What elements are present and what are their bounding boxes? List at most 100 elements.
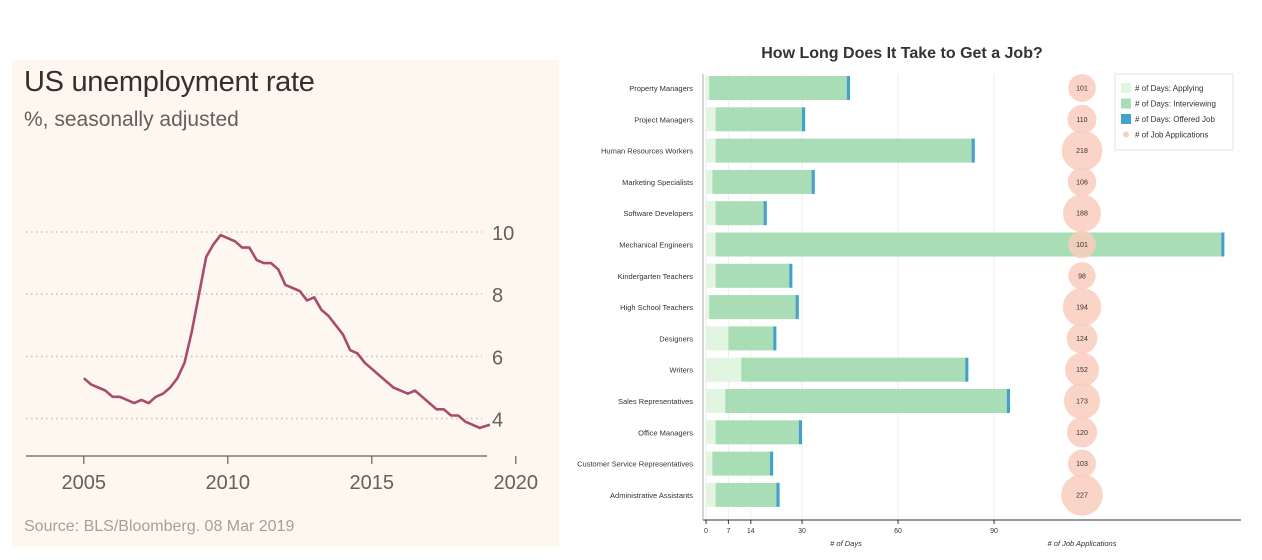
- legend-label: # of Days: Offered Job: [1135, 115, 1215, 124]
- applications-label: 106: [1076, 179, 1088, 186]
- category-label: Sales Representatives: [618, 397, 693, 406]
- unemployment-line: [82, 233, 491, 430]
- category-label: Office Managers: [638, 428, 693, 437]
- y-tick-label: 10: [492, 223, 514, 245]
- offered-bar: [971, 138, 975, 163]
- offered-bar: [773, 326, 777, 351]
- applying-bar: [706, 295, 710, 320]
- applications-label: 103: [1076, 461, 1088, 468]
- applying-bar: [706, 451, 713, 476]
- applications-bubble: [1067, 104, 1097, 134]
- applying-bar: [706, 389, 726, 413]
- applications-bubble: [1066, 323, 1098, 354]
- x-tick-label: 0: [704, 528, 708, 535]
- unemployment-chart-svg: 4 6 8 10 2005 2010 2015 2020: [26, 223, 539, 494]
- applications-label: 188: [1076, 211, 1088, 218]
- x-axis-title-applications: # of Job Applications: [1048, 539, 1117, 548]
- applying-bar: [706, 107, 716, 132]
- offered-bar: [776, 482, 780, 507]
- y-tick-label: 6: [492, 347, 503, 369]
- applications-label: 194: [1076, 305, 1088, 312]
- applications-label: 218: [1076, 148, 1088, 155]
- applying-bar: [706, 482, 716, 507]
- applications-label: 124: [1076, 336, 1088, 343]
- x-tick-label: 2020: [494, 472, 539, 494]
- interviewing-bar: [728, 326, 774, 351]
- applications-bubble: [1067, 449, 1097, 478]
- interviewing-bar: [712, 169, 812, 194]
- applications-label: 120: [1076, 430, 1088, 437]
- offered-bar: [1006, 389, 1010, 413]
- x-tick-label: 14: [747, 528, 755, 535]
- applications-label: 227: [1076, 492, 1088, 499]
- interviewing-bar: [741, 357, 966, 382]
- category-label: Customer Service Representatives: [577, 460, 693, 469]
- category-label: Project Managers: [634, 115, 693, 124]
- interviewing-bar: [715, 138, 972, 163]
- interviewing-bar: [709, 295, 796, 320]
- chart-source: Source: BLS/Bloomberg. 08 Mar 2019: [24, 518, 295, 535]
- applying-bar: [706, 169, 713, 194]
- applications-bubble: [1068, 230, 1096, 259]
- x-tick-label: 2005: [62, 472, 107, 494]
- offered-bar: [763, 201, 767, 226]
- applications-bubble: [1066, 417, 1098, 448]
- x-tick-label: 7: [726, 528, 730, 535]
- offered-bar: [1221, 232, 1225, 257]
- legend-swatch: [1121, 83, 1131, 93]
- category-label: Software Developers: [623, 209, 693, 218]
- legend-label: # of Days: Applying: [1135, 84, 1203, 93]
- applying-bar: [706, 357, 742, 382]
- applications-bubble: [1063, 382, 1101, 420]
- interviewing-bar: [715, 420, 799, 445]
- category-label: Marketing Specialists: [622, 178, 693, 187]
- offered-bar: [811, 169, 815, 194]
- applying-bar: [706, 326, 729, 351]
- category-label: Writers: [669, 366, 693, 375]
- applying-bar: [706, 201, 716, 226]
- offered-bar: [802, 107, 806, 132]
- applying-bar: [706, 263, 716, 288]
- applications-label: 101: [1076, 242, 1088, 249]
- applications-bubble: [1061, 130, 1103, 171]
- x-tick-label: 60: [894, 528, 902, 535]
- interviewing-bar: [715, 107, 802, 132]
- interviewing-bar: [709, 76, 847, 100]
- y-tick-label: 4: [492, 410, 503, 432]
- offered-bar: [798, 420, 802, 445]
- applying-bar: [706, 138, 716, 163]
- interviewing-bar: [715, 232, 1222, 257]
- category-label: Property Managers: [629, 84, 693, 93]
- applications-bubble: [1068, 262, 1096, 290]
- chart-title: How Long Does It Take to Get a Job?: [761, 45, 1043, 62]
- legend-label: # of Days: Interviewing: [1135, 100, 1216, 109]
- applications-label: 98: [1078, 273, 1086, 280]
- legend-swatch: [1123, 131, 1129, 138]
- interviewing-bar: [715, 201, 764, 226]
- applying-bar: [706, 420, 716, 445]
- offered-bar: [795, 295, 799, 320]
- category-label: High School Teachers: [620, 303, 693, 312]
- x-tick-label: 90: [990, 528, 998, 535]
- applications-label: 152: [1076, 367, 1088, 374]
- applications-bubble: [1064, 352, 1100, 387]
- chart-subtitle: %, seasonally adjusted: [24, 108, 239, 131]
- unemployment-chart-panel: 4 6 8 10 2005 2010 2015 2020 US unemployment ra…: [12, 60, 559, 547]
- category-label: Kindergarten Teachers: [618, 272, 694, 281]
- category-label: Human Resources Workers: [601, 147, 693, 156]
- legend-swatch: [1121, 114, 1131, 124]
- offered-bar: [846, 76, 850, 100]
- y-tick-label: 8: [492, 285, 503, 307]
- legend-label: # of Job Applications: [1135, 131, 1208, 140]
- offered-bar: [789, 263, 793, 288]
- offered-bar: [965, 357, 969, 382]
- category-label: Administrative Assistants: [610, 491, 693, 500]
- offered-bar: [770, 451, 774, 476]
- applications-label: 101: [1076, 86, 1088, 93]
- applications-bubble: [1062, 287, 1102, 327]
- x-tick-label: 2015: [350, 472, 395, 494]
- x-tick-label: 30: [798, 528, 806, 535]
- applications-bubble: [1063, 194, 1101, 233]
- applications-label: 110: [1076, 117, 1087, 124]
- interviewing-bar: [715, 263, 790, 288]
